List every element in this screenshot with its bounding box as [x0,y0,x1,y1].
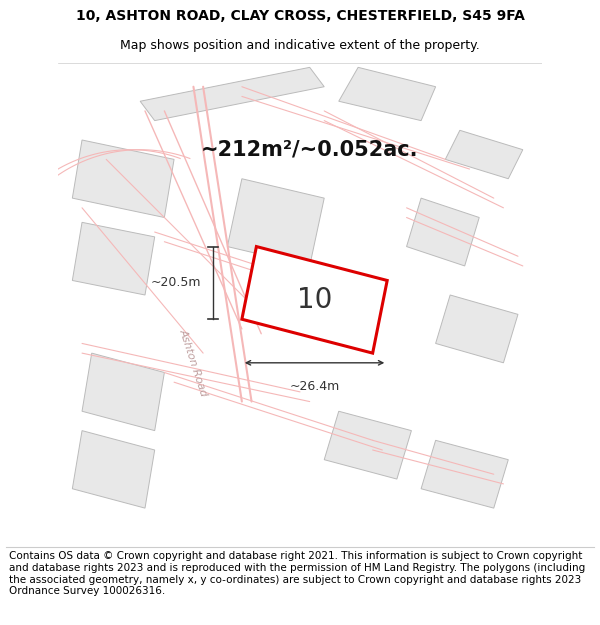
Polygon shape [242,246,387,353]
Polygon shape [140,68,324,121]
Polygon shape [324,411,412,479]
Text: ~20.5m: ~20.5m [150,276,201,289]
Polygon shape [82,353,164,431]
Text: ~26.4m: ~26.4m [289,380,340,392]
Text: Map shows position and indicative extent of the property.: Map shows position and indicative extent… [120,39,480,52]
Text: 10, ASHTON ROAD, CLAY CROSS, CHESTERFIELD, S45 9FA: 10, ASHTON ROAD, CLAY CROSS, CHESTERFIEL… [76,9,524,22]
Polygon shape [421,440,508,508]
Polygon shape [339,68,436,121]
Text: 10: 10 [297,286,332,314]
Polygon shape [445,130,523,179]
Polygon shape [436,295,518,362]
Text: Ashton Road: Ashton Road [178,328,209,398]
Polygon shape [73,431,155,508]
Text: ~212m²/~0.052ac.: ~212m²/~0.052ac. [201,139,418,159]
Polygon shape [73,222,155,295]
Polygon shape [73,140,174,218]
Polygon shape [227,179,324,266]
Polygon shape [407,198,479,266]
Text: Contains OS data © Crown copyright and database right 2021. This information is : Contains OS data © Crown copyright and d… [9,551,585,596]
